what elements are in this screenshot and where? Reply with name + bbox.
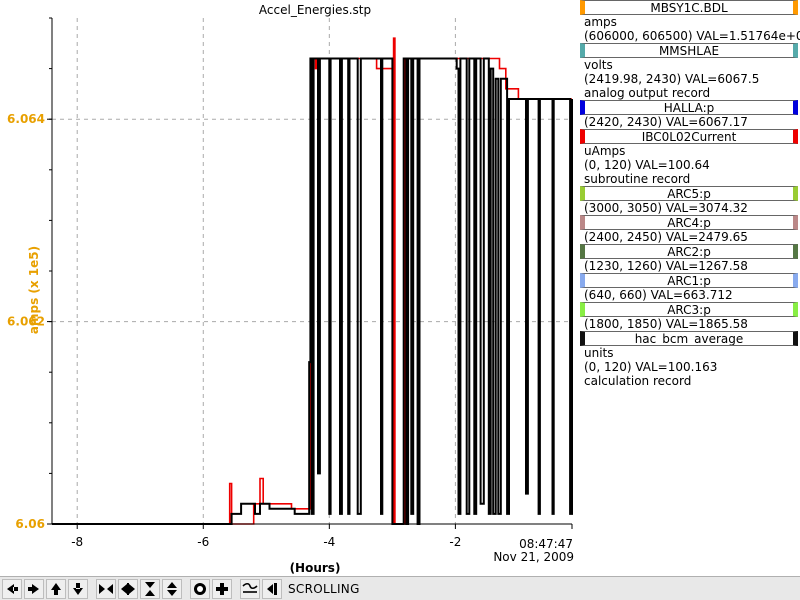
- history-icon: [242, 582, 258, 593]
- status-text: SCROLLING: [288, 581, 360, 596]
- legend-detail-line: (3000, 3050) VAL=3074.32: [584, 201, 748, 215]
- arrow-down-icon: [73, 582, 83, 595]
- zoom-out-x-icon: [121, 582, 135, 595]
- scroll-to-end-icon: [267, 582, 277, 595]
- end-date-label: Nov 21, 2009: [493, 550, 574, 564]
- x-tick-label: -4: [323, 535, 335, 549]
- legend-detail-line: (1230, 1260) VAL=1267.58: [584, 259, 748, 273]
- legend-entry[interactable]: ARC3:p (1800, 1850) VAL=1865.58: [578, 302, 800, 331]
- legend-detail-line: units: [584, 346, 614, 360]
- x-tick-label: -6: [197, 535, 209, 549]
- scroll-left-button[interactable]: [2, 578, 22, 599]
- scroll-right-button[interactable]: [24, 578, 44, 599]
- legend-detail-line: (1800, 1850) VAL=1865.58: [584, 317, 748, 331]
- target-icon: [194, 582, 206, 595]
- legend-entry[interactable]: MBSY1C.BDL amps (606000, 606500) VAL=1.517…: [578, 0, 800, 43]
- legend-channel-name[interactable]: HALLA:p: [580, 100, 798, 115]
- legend-entry[interactable]: IBC0L02Current uAmps (0, 120) VAL=100.64 su…: [578, 129, 800, 186]
- cursor-button[interactable]: [212, 578, 232, 599]
- zoom-out-y-icon: [167, 581, 177, 596]
- scroll-up-button[interactable]: [46, 578, 66, 599]
- legend-detail-line: (2400, 2450) VAL=2479.65: [584, 230, 748, 244]
- plot-area[interactable]: -8 -6 -4 -2 6.06 6.062 6.064 Accel_Energies.st…: [0, 0, 580, 576]
- legend-channel-name[interactable]: ARC1:p: [580, 273, 798, 288]
- scrolling-mode-button[interactable]: [262, 578, 282, 599]
- legend-entry[interactable]: ARC5:p (3000, 3050) VAL=3074.32: [578, 186, 800, 215]
- legend-detail-line: (640, 660) VAL=663.712: [584, 288, 733, 302]
- end-time-label: 08:47:47: [519, 537, 573, 551]
- legend-detail-line: (606000, 606500) VAL=1.51764e+06: [584, 29, 800, 43]
- zoom-in-x-icon: [99, 583, 113, 594]
- strip-chart[interactable]: -8 -6 -4 -2 6.06 6.062 6.064 Accel_Energies.st…: [0, 0, 580, 576]
- zoom-in-y-button[interactable]: [140, 578, 160, 599]
- legend-detail-line: amps: [584, 15, 617, 29]
- legend-detail-line: subroutine record: [584, 172, 691, 186]
- toggle-history-button[interactable]: [240, 578, 260, 599]
- legend-detail-line: calculation record: [584, 374, 692, 388]
- x-axis-label: (Hours): [290, 561, 341, 575]
- legend-channel-name[interactable]: ARC3:p: [580, 302, 798, 317]
- zoom-out-y-button[interactable]: [162, 578, 182, 599]
- legend-channel-name[interactable]: MMSHLAE: [580, 43, 798, 58]
- legend-channel-name[interactable]: IBC0L02Current: [580, 129, 798, 144]
- legend-channel-name[interactable]: MBSY1C.BDL: [580, 0, 798, 15]
- legend-entry[interactable]: hac_bcm_average units (0, 120) VAL=100.163…: [578, 331, 800, 388]
- zoom-in-x-button[interactable]: [96, 578, 116, 599]
- legend-detail-line: volts: [584, 58, 613, 72]
- autoscale-button[interactable]: [190, 578, 210, 599]
- arrow-up-icon: [51, 582, 61, 595]
- legend-detail-line: (2419.98, 2430) VAL=6067.5: [584, 72, 760, 86]
- y-tick-label: 6.062: [7, 315, 45, 329]
- legend-entry[interactable]: HALLA:p (2420, 2430) VAL=6067.17: [578, 100, 800, 129]
- legend-detail-line: (0, 120) VAL=100.64: [584, 158, 710, 172]
- x-tick-label: -8: [71, 535, 83, 549]
- toolbar: SCROLLING: [0, 576, 800, 600]
- y-tick-label: 6.064: [7, 112, 45, 126]
- legend-entry[interactable]: ARC2:p (1230, 1260) VAL=1267.58: [578, 244, 800, 273]
- legend-entry[interactable]: ARC4:p (2400, 2450) VAL=2479.65: [578, 215, 800, 244]
- legend-channel-name[interactable]: ARC5:p: [580, 186, 798, 201]
- series-line-mbsy1c-bdl: [52, 57, 573, 525]
- arrow-left-icon: [7, 583, 18, 594]
- crosshair-icon: [216, 582, 228, 595]
- legend-channel-name[interactable]: ARC2:p: [580, 244, 798, 259]
- tick-marks: -8 -6 -4 -2 6.06 6.062 6.064: [7, 17, 573, 549]
- zoom-in-y-icon: [145, 581, 155, 596]
- legend-detail-line: (2420, 2430) VAL=6067.17: [584, 115, 748, 129]
- x-tick-label: -2: [449, 535, 461, 549]
- legend-detail-line: uAmps: [584, 144, 626, 158]
- legend-detail-line: analog output record: [584, 86, 711, 100]
- legend-channel-name[interactable]: hac_bcm_average: [580, 331, 798, 346]
- zoom-out-x-button[interactable]: [118, 578, 138, 599]
- legend-detail-line: (0, 120) VAL=100.163: [584, 360, 718, 374]
- arrow-right-icon: [28, 583, 39, 594]
- series-layer: [52, 37, 573, 525]
- y-axis-label: amps (x 1e5): [27, 246, 41, 334]
- chart-title: Accel_Energies.stp: [259, 3, 371, 17]
- legend-panel: MBSY1C.BDL amps (606000, 606500) VAL=1.517…: [578, 0, 800, 576]
- scroll-down-button[interactable]: [68, 578, 88, 599]
- legend-entry[interactable]: MMSHLAE volts (2419.98, 2430) VAL=6067.5 an…: [578, 43, 800, 100]
- toolbar-buttons: [0, 578, 282, 599]
- y-tick-label: 6.06: [15, 517, 45, 531]
- legend-channel-name[interactable]: ARC4:p: [580, 215, 798, 230]
- legend-entry[interactable]: ARC1:p (640, 660) VAL=663.712: [578, 273, 800, 302]
